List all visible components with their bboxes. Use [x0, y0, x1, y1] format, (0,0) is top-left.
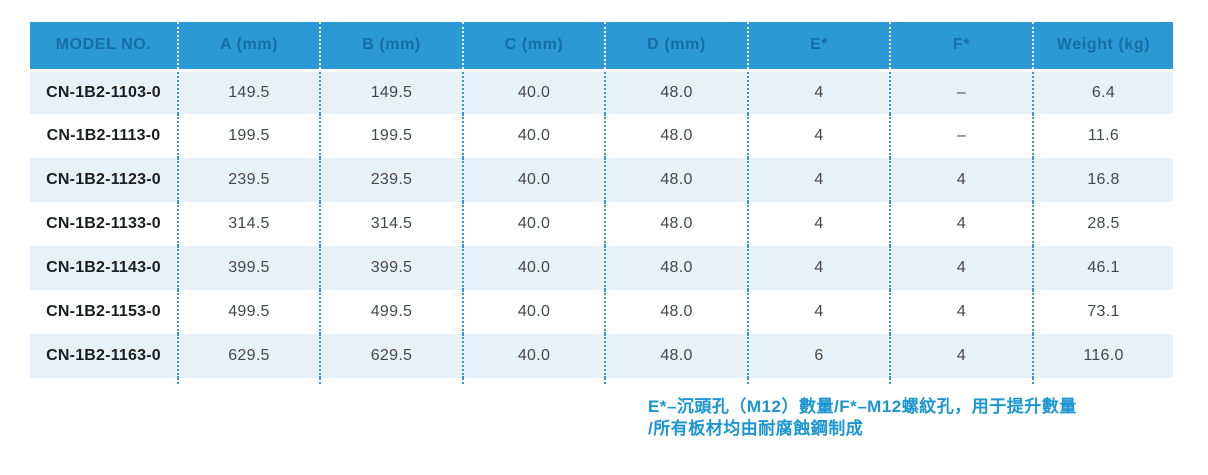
value-cell: 48.0	[604, 202, 748, 246]
value-cell: 40.0	[462, 158, 605, 202]
value-cell: 149.5	[319, 70, 463, 114]
value-cell: 399.5	[319, 246, 463, 290]
value-cell: 116.0	[1032, 334, 1173, 378]
separator-overhang-cell	[747, 378, 890, 384]
value-cell: 40.0	[462, 202, 605, 246]
value-cell: 48.0	[604, 158, 748, 202]
model-cell: CN-1B2-1153-0	[30, 290, 178, 334]
model-cell: CN-1B2-1103-0	[30, 70, 178, 114]
value-cell: 28.5	[1032, 202, 1173, 246]
footnote-f-label: F*	[839, 397, 858, 416]
header-row: MODEL NO. A (mm) B (mm) C (mm) D (mm) E*…	[30, 22, 1173, 72]
value-cell: 4	[889, 246, 1033, 290]
value-cell: 16.8	[1032, 158, 1173, 202]
value-cell: 48.0	[604, 114, 748, 158]
value-cell: 314.5	[177, 202, 320, 246]
value-cell: 40.0	[462, 290, 605, 334]
value-cell: 40.0	[462, 70, 605, 114]
value-cell: 4	[747, 158, 890, 202]
footnote: E*–沉頭孔（M12）數量/F*–M12螺紋孔，用于提升數量 /所有板材均由耐腐…	[648, 396, 1188, 440]
value-cell: 629.5	[319, 334, 463, 378]
table-row: CN-1B2-1123-0 239.5 239.5 40.0 48.0 4 4 16.8	[30, 158, 1173, 202]
value-cell: 314.5	[319, 202, 463, 246]
column-header-f: F*	[889, 22, 1033, 72]
footnote-f-text: –M12螺紋孔，用于提升數量	[857, 397, 1077, 416]
footnote-e-label: E*	[648, 397, 667, 416]
value-cell: –	[889, 70, 1033, 114]
value-cell: 48.0	[604, 334, 748, 378]
value-cell: 48.0	[604, 70, 748, 114]
spec-table: MODEL NO. A (mm) B (mm) C (mm) D (mm) E*…	[30, 22, 1173, 384]
value-cell: 40.0	[462, 334, 605, 378]
value-cell: 6.4	[1032, 70, 1173, 114]
value-cell: 4	[747, 202, 890, 246]
table-row: CN-1B2-1113-0 199.5 199.5 40.0 48.0 4–11.6	[30, 114, 1173, 158]
value-cell: 199.5	[177, 114, 320, 158]
model-cell: CN-1B2-1123-0	[30, 158, 178, 202]
table-row: CN-1B2-1153-0 499.5 499.5 40.0 48.0 4 4 73.1	[30, 290, 1173, 334]
column-header-a: A (mm)	[177, 22, 320, 72]
table-row: CN-1B2-1163-0 629.5 629.5 40.0 48.0 6 4 116.0	[30, 334, 1173, 378]
model-cell: CN-1B2-1163-0	[30, 334, 178, 378]
separator-overhang-cell	[889, 378, 1033, 384]
value-cell: 4	[889, 290, 1033, 334]
value-cell: 399.5	[177, 246, 320, 290]
model-cell: CN-1B2-1133-0	[30, 202, 178, 246]
value-cell: 239.5	[177, 158, 320, 202]
value-cell: 4	[889, 334, 1033, 378]
column-header-b: B (mm)	[319, 22, 463, 72]
value-cell: 40.0	[462, 246, 605, 290]
value-cell: 4	[747, 290, 890, 334]
value-cell: 4	[747, 114, 890, 158]
value-cell: 4	[889, 202, 1033, 246]
footnote-line2: /所有板材均由耐腐蝕鋼制成	[648, 419, 864, 438]
column-header-weight: Weight (kg)	[1032, 22, 1173, 72]
value-cell: 4	[747, 246, 890, 290]
table-body: CN-1B2-1103-0 149.5 149.5 40.0 48.0 4–6.4 CN-1…	[30, 70, 1173, 384]
value-cell: 199.5	[319, 114, 463, 158]
value-cell: 40.0	[462, 114, 605, 158]
column-header-model: MODEL NO.	[30, 22, 178, 72]
value-cell: 499.5	[319, 290, 463, 334]
value-cell: 4	[747, 70, 890, 114]
value-cell: 48.0	[604, 246, 748, 290]
separator-overhang-cell	[604, 378, 748, 384]
value-cell: 239.5	[319, 158, 463, 202]
value-cell: 149.5	[177, 70, 320, 114]
value-cell: 4	[889, 158, 1033, 202]
column-header-d: D (mm)	[604, 22, 748, 72]
separator-overhang-cell	[462, 378, 605, 384]
value-cell: 73.1	[1032, 290, 1173, 334]
table-row: CN-1B2-1133-0 314.5 314.5 40.0 48.0 4 4 28.5	[30, 202, 1173, 246]
footnote-e-text: –沉頭孔（M12）數量/	[666, 397, 840, 416]
value-cell: 48.0	[604, 290, 748, 334]
value-cell: 6	[747, 334, 890, 378]
value-cell: 629.5	[177, 334, 320, 378]
table-row: CN-1B2-1103-0 149.5 149.5 40.0 48.0 4–6.4	[30, 70, 1173, 114]
model-cell: CN-1B2-1143-0	[30, 246, 178, 290]
column-header-e: E*	[747, 22, 890, 72]
separator-overhang-cell	[319, 378, 463, 384]
column-header-c: C (mm)	[462, 22, 605, 72]
model-cell: CN-1B2-1113-0	[30, 114, 178, 158]
separator-overhang	[30, 378, 1173, 384]
value-cell: 46.1	[1032, 246, 1173, 290]
value-cell: 11.6	[1032, 114, 1173, 158]
separator-overhang-cell	[177, 378, 320, 384]
separator-overhang-cell	[1032, 378, 1173, 384]
separator-overhang-cell	[30, 378, 178, 384]
value-cell: –	[889, 114, 1033, 158]
value-cell: 499.5	[177, 290, 320, 334]
table-row: CN-1B2-1143-0 399.5 399.5 40.0 48.0 4 4 46.1	[30, 246, 1173, 290]
